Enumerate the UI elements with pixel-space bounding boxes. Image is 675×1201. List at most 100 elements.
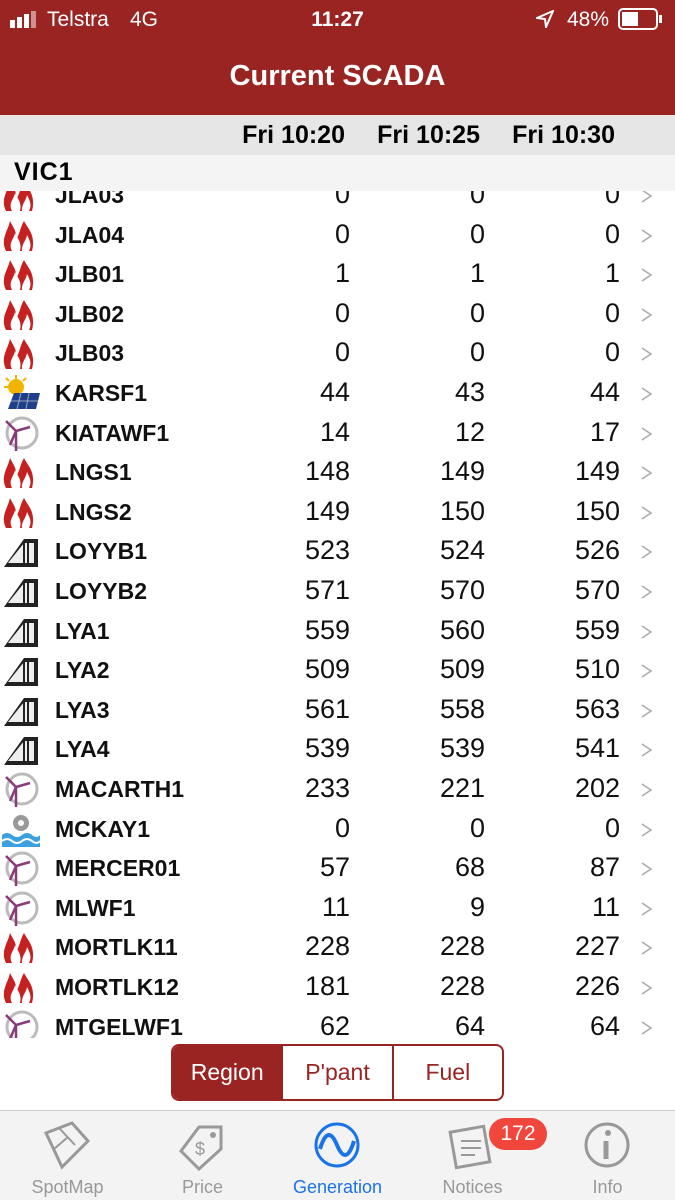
segment[interactable]: Fuel bbox=[391, 1046, 502, 1099]
unit-row[interactable]: MCKAY1 0 0 0 bbox=[0, 809, 675, 849]
chevron bbox=[641, 664, 653, 678]
unit-value: 227 bbox=[574, 931, 620, 962]
unit-row[interactable]: JLB03 0 0 0 bbox=[0, 333, 675, 373]
unit-value: 560 bbox=[439, 614, 485, 645]
tab[interactable]: SpotMap bbox=[0, 1111, 135, 1201]
unit-row[interactable]: LYA1 559 560 559 bbox=[0, 611, 675, 651]
chevron bbox=[641, 902, 653, 916]
unit-row[interactable]: MACARTH1 233 221 202 bbox=[0, 769, 675, 809]
unit-row[interactable]: JLA04 0 0 0 bbox=[0, 215, 675, 255]
unit-value: 0 bbox=[469, 218, 485, 249]
tab-icon bbox=[43, 1121, 91, 1170]
unit-value: 150 bbox=[439, 495, 485, 526]
unit-value: 11 bbox=[591, 891, 620, 922]
unit-name: JLB03 bbox=[55, 340, 125, 367]
unit-row[interactable]: MERCER01 57 68 87 bbox=[0, 848, 675, 888]
fuel-icon bbox=[2, 256, 40, 292]
unit-row[interactable]: KARSF1 44 43 44 bbox=[0, 373, 675, 413]
chevron bbox=[641, 981, 653, 995]
chevron bbox=[641, 862, 653, 876]
unit-row[interactable]: MLWF1 11 9 11 bbox=[0, 888, 675, 928]
unit-value: 541 bbox=[574, 733, 620, 764]
unit-value: 87 bbox=[589, 852, 620, 883]
svg-text:$: $ bbox=[195, 1139, 205, 1159]
unit-value: 0 bbox=[469, 337, 485, 368]
chevron bbox=[641, 624, 653, 639]
chevron bbox=[641, 308, 653, 322]
unit-name: LNGS2 bbox=[55, 498, 132, 525]
chevron bbox=[641, 545, 653, 560]
unit-value: 181 bbox=[304, 971, 350, 1001]
unit-row[interactable]: MORTLK11 228 228 227 bbox=[0, 927, 675, 967]
chevron bbox=[641, 268, 653, 282]
segmented-control: Region P'pant Fuel bbox=[171, 1044, 504, 1101]
unit-name: JLB02 bbox=[55, 300, 125, 327]
fuel-icon bbox=[2, 533, 40, 569]
fuel-icon bbox=[2, 652, 40, 688]
unit-name: LYA3 bbox=[55, 696, 110, 723]
fuel-icon bbox=[2, 1009, 40, 1038]
unit-row[interactable]: MORTLK12 181 228 226 bbox=[0, 967, 675, 1007]
chevron bbox=[641, 1020, 653, 1035]
tab[interactable]: Generation bbox=[270, 1111, 405, 1201]
fuel-icon bbox=[2, 929, 40, 965]
chevron bbox=[641, 783, 653, 797]
unit-value: 539 bbox=[304, 733, 350, 764]
unit-value: 62 bbox=[319, 1010, 350, 1038]
unit-name: MORTLK11 bbox=[55, 934, 178, 961]
unit-value: 0 bbox=[604, 337, 620, 368]
unit-value: 228 bbox=[439, 971, 485, 1001]
segment[interactable]: Region bbox=[173, 1046, 282, 1099]
segment[interactable]: P'pant bbox=[281, 1046, 391, 1099]
unit-value: 228 bbox=[439, 931, 485, 962]
unit-name: MACARTH1 bbox=[55, 776, 185, 802]
chevron bbox=[641, 228, 653, 243]
unit-row[interactable]: MTGELWF1 62 64 64 bbox=[0, 1007, 675, 1038]
unit-name: LYA2 bbox=[55, 657, 110, 684]
fuel-icon bbox=[2, 375, 40, 411]
unit-value: 1 bbox=[604, 258, 620, 289]
unit-list: JLA03 0 0 0 JLA04 0 0 0 JLB01 1 1 1 JLB02 0 0 0 JLB0… bbox=[0, 191, 675, 1038]
unit-value: 539 bbox=[439, 733, 485, 764]
unit-name: MLWF1 bbox=[55, 894, 136, 921]
unit-row[interactable]: LYA4 539 539 541 bbox=[0, 729, 675, 769]
unit-name: MTGELWF1 bbox=[55, 1013, 183, 1038]
unit-value: 523 bbox=[304, 535, 350, 566]
fuel-icon bbox=[2, 771, 40, 807]
unit-row[interactable]: LOYYB2 571 570 570 bbox=[0, 571, 675, 611]
chevron bbox=[641, 585, 653, 599]
unit-name: LOYYB1 bbox=[55, 538, 148, 565]
unit-name: MCKAY1 bbox=[55, 815, 151, 842]
unit-value: 509 bbox=[439, 654, 485, 685]
chevron bbox=[641, 704, 653, 718]
unit-value: 509 bbox=[304, 654, 350, 685]
unit-row[interactable]: JLB01 1 1 1 bbox=[0, 254, 675, 294]
unit-row[interactable]: LYA2 509 509 510 bbox=[0, 650, 675, 690]
tab[interactable]: Notices bbox=[405, 1111, 540, 1201]
unit-value: 561 bbox=[304, 693, 350, 724]
unit-name: JLA04 bbox=[55, 221, 125, 248]
unit-value: 11 bbox=[321, 891, 350, 922]
unit-value: 64 bbox=[454, 1010, 485, 1038]
tab[interactable]: $ Price bbox=[135, 1111, 270, 1201]
fuel-icon bbox=[2, 454, 40, 490]
unit-name: KIATAWF1 bbox=[55, 419, 170, 446]
unit-row[interactable]: KIATAWF1 14 12 17 bbox=[0, 413, 675, 453]
chevron bbox=[641, 191, 653, 203]
tab[interactable]: Info bbox=[540, 1111, 675, 1201]
network: 4G bbox=[130, 8, 159, 31]
unit-row[interactable]: LOYYB1 523 524 526 bbox=[0, 531, 675, 571]
tab-label: Info bbox=[592, 1177, 623, 1197]
unit-value: 17 bbox=[589, 416, 620, 447]
unit-row[interactable]: LNGS2 149 150 150 bbox=[0, 492, 675, 532]
unit-row[interactable]: JLB02 0 0 0 bbox=[0, 294, 675, 334]
unit-value: 68 bbox=[454, 852, 485, 883]
unit-name: LNGS1 bbox=[55, 459, 132, 486]
unit-row[interactable]: JLA03 0 0 0 bbox=[0, 191, 675, 215]
unit-row[interactable]: LYA3 561 558 563 bbox=[0, 690, 675, 730]
unit-row[interactable]: LNGS1 148 149 149 bbox=[0, 452, 675, 492]
unit-value: 226 bbox=[574, 971, 620, 1001]
fuel-icon bbox=[2, 415, 40, 451]
chevron bbox=[641, 426, 653, 441]
unit-value: 0 bbox=[334, 191, 350, 209]
